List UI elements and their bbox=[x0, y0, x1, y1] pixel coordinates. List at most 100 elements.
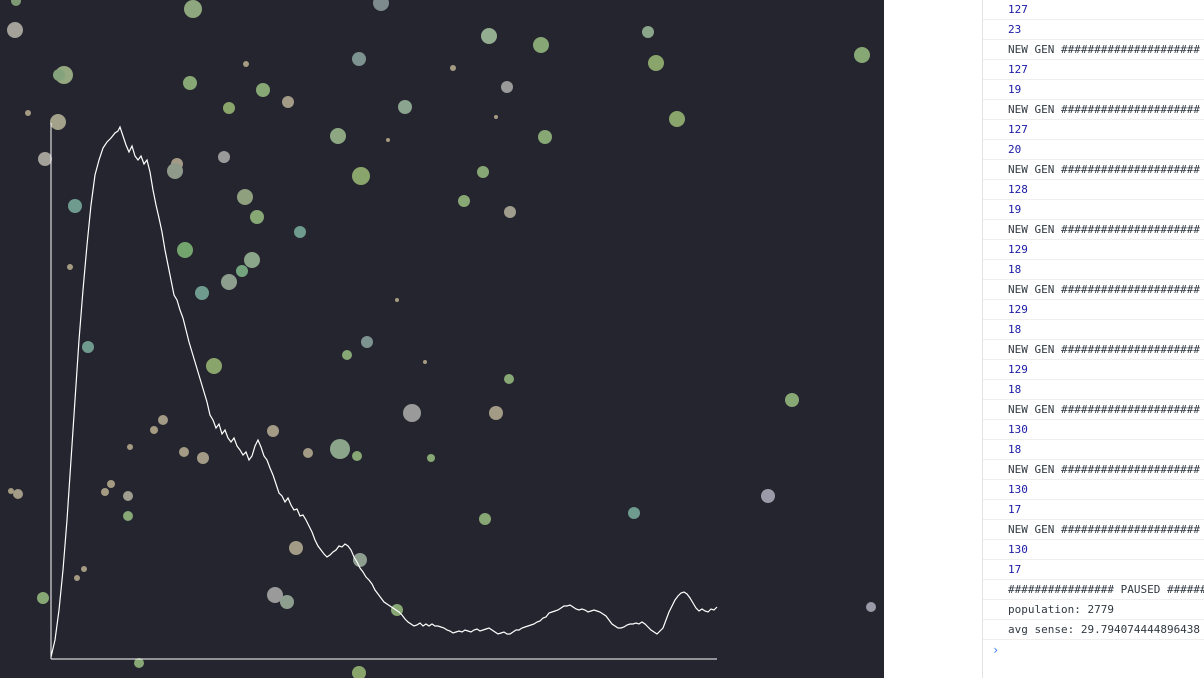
cell bbox=[423, 360, 427, 364]
cell bbox=[303, 448, 313, 458]
cell bbox=[267, 587, 283, 603]
cell bbox=[373, 0, 389, 11]
cell bbox=[223, 102, 235, 114]
cell bbox=[7, 22, 23, 38]
cell bbox=[352, 167, 370, 185]
console-log-line: NEW GEN ##################### bbox=[983, 40, 1204, 60]
simulation-canvas[interactable] bbox=[0, 0, 884, 678]
cell bbox=[669, 111, 685, 127]
cell bbox=[403, 404, 421, 422]
cells-layer bbox=[7, 0, 876, 678]
console-log-line: population: 2779 bbox=[983, 600, 1204, 620]
cell bbox=[250, 210, 264, 224]
cell bbox=[244, 252, 260, 268]
console-log-line: 17 bbox=[983, 500, 1204, 520]
cell bbox=[67, 264, 73, 270]
cell bbox=[504, 374, 514, 384]
cell bbox=[11, 0, 21, 6]
devtools-console[interactable]: 127 23 NEW GEN ##################### 127 19 N… bbox=[982, 0, 1204, 678]
cell bbox=[330, 439, 350, 459]
cell bbox=[501, 81, 513, 93]
cell bbox=[127, 444, 133, 450]
console-log-line: 19 bbox=[983, 80, 1204, 100]
console-log-line: 18 bbox=[983, 320, 1204, 340]
cell bbox=[361, 336, 373, 348]
cell bbox=[236, 265, 248, 277]
cell bbox=[123, 491, 133, 501]
cell bbox=[184, 0, 202, 18]
cell bbox=[25, 110, 31, 116]
console-log-line: 127 bbox=[983, 120, 1204, 140]
cell bbox=[197, 452, 209, 464]
cell bbox=[353, 553, 367, 567]
cell bbox=[74, 575, 80, 581]
console-log-line: NEW GEN ##################### bbox=[983, 400, 1204, 420]
cell bbox=[179, 447, 189, 457]
cell bbox=[628, 507, 640, 519]
cell bbox=[538, 130, 552, 144]
console-log-list: 127 23 NEW GEN ##################### 127 19 N… bbox=[983, 0, 1204, 640]
cell bbox=[167, 163, 183, 179]
console-prompt[interactable]: › bbox=[983, 640, 1204, 660]
cell bbox=[489, 406, 503, 420]
cell bbox=[195, 286, 209, 300]
console-log-line: avg sense: 29.794074444896438 bbox=[983, 620, 1204, 640]
cell bbox=[267, 425, 279, 437]
cell bbox=[218, 151, 230, 163]
cell bbox=[237, 189, 253, 205]
console-log-line: 128 bbox=[983, 180, 1204, 200]
console-log-line: NEW GEN ##################### bbox=[983, 280, 1204, 300]
cell bbox=[458, 195, 470, 207]
cell bbox=[38, 152, 52, 166]
cell bbox=[53, 69, 65, 81]
cell bbox=[107, 480, 115, 488]
cell bbox=[243, 61, 249, 67]
cell bbox=[477, 166, 489, 178]
cell bbox=[352, 666, 366, 678]
console-log-line: 18 bbox=[983, 440, 1204, 460]
cell bbox=[177, 242, 193, 258]
simulation-svg[interactable] bbox=[0, 0, 884, 678]
cell bbox=[479, 513, 491, 525]
blank-area bbox=[884, 0, 982, 678]
cell bbox=[294, 226, 306, 238]
console-log-line: NEW GEN ##################### bbox=[983, 220, 1204, 240]
cell bbox=[450, 65, 456, 71]
cell bbox=[761, 489, 775, 503]
cell bbox=[158, 415, 168, 425]
console-log-line: 23 bbox=[983, 20, 1204, 40]
cell bbox=[330, 128, 346, 144]
cell bbox=[82, 341, 94, 353]
cell bbox=[342, 350, 352, 360]
cell bbox=[68, 199, 82, 213]
cell bbox=[256, 83, 270, 97]
cell bbox=[785, 393, 799, 407]
cell bbox=[494, 115, 498, 119]
cell bbox=[206, 358, 222, 374]
console-log-line: NEW GEN ##################### bbox=[983, 340, 1204, 360]
cell bbox=[648, 55, 664, 71]
simulation-background bbox=[0, 0, 884, 678]
console-log-line: NEW GEN ##################### bbox=[983, 460, 1204, 480]
cell bbox=[134, 658, 144, 668]
console-log-line: 19 bbox=[983, 200, 1204, 220]
cell bbox=[481, 28, 497, 44]
cell bbox=[395, 298, 399, 302]
cell bbox=[123, 511, 133, 521]
console-log-line: 127 bbox=[983, 0, 1204, 20]
population-line bbox=[50, 125, 718, 658]
console-log-line: NEW GEN ##################### bbox=[983, 160, 1204, 180]
console-log-line: 129 bbox=[983, 240, 1204, 260]
console-log-line: 130 bbox=[983, 420, 1204, 440]
console-log-line: 18 bbox=[983, 260, 1204, 280]
cell bbox=[352, 52, 366, 66]
cell bbox=[427, 454, 435, 462]
cell bbox=[866, 602, 876, 612]
console-log-line: 17 bbox=[983, 560, 1204, 580]
cell bbox=[150, 426, 158, 434]
cell bbox=[183, 76, 197, 90]
cell bbox=[282, 96, 294, 108]
cell bbox=[854, 47, 870, 63]
console-log-line: 18 bbox=[983, 380, 1204, 400]
